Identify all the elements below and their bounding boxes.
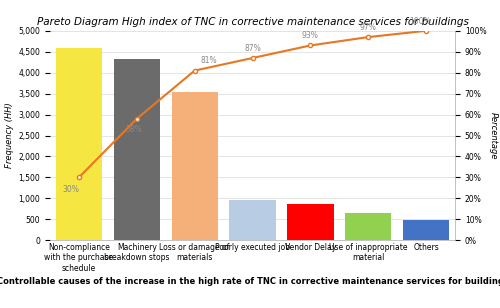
- Text: 97%: 97%: [360, 23, 376, 32]
- Y-axis label: Percentage: Percentage: [488, 112, 498, 159]
- Text: 81%: 81%: [200, 56, 217, 65]
- Bar: [172, 91, 218, 240]
- Bar: [56, 48, 102, 240]
- Bar: [287, 204, 334, 240]
- Y-axis label: Frequency (HH): Frequency (HH): [5, 103, 14, 168]
- Text: 87%: 87%: [244, 44, 261, 53]
- Bar: [345, 213, 392, 240]
- X-axis label: Controllable causes of the increase in the high rate of TNC in corrective mainte: Controllable causes of the increase in t…: [0, 277, 500, 286]
- Title: Pareto Diagram High index of TNC in corrective maintenance services for building: Pareto Diagram High index of TNC in corr…: [36, 17, 469, 27]
- Text: 93%: 93%: [302, 31, 319, 40]
- Text: 30%: 30%: [62, 185, 79, 194]
- Bar: [403, 220, 449, 240]
- Text: 100%: 100%: [410, 17, 431, 26]
- Text: 58%: 58%: [126, 125, 142, 134]
- Bar: [114, 59, 160, 240]
- Bar: [230, 200, 276, 240]
